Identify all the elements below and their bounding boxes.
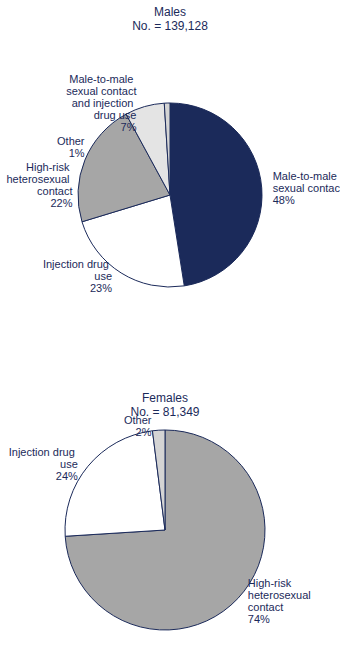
svg-text:sexual contact: sexual contact	[273, 182, 340, 194]
svg-text:and injection: and injection	[69, 97, 137, 109]
svg-text:contact: contact	[248, 601, 283, 613]
svg-text:drug use: drug use	[94, 109, 137, 121]
svg-text:74%: 74%	[248, 613, 270, 625]
svg-text:Males: Males	[154, 5, 186, 19]
svg-text:heterosexual: heterosexual	[248, 589, 314, 601]
svg-text:Male-to-male: Male-to-male	[273, 170, 340, 182]
svg-text:23%: 23%	[90, 282, 112, 294]
svg-text:heterosexual: heterosexual	[6, 173, 72, 185]
svg-text:2%: 2%	[136, 426, 152, 438]
svg-text:High-risk: High-risk	[26, 161, 72, 173]
svg-text:24%: 24%	[56, 470, 78, 482]
svg-text:No. = 139,128: No. = 139,128	[132, 19, 208, 33]
svg-text:Injection drug: Injection drug	[9, 446, 78, 458]
svg-text:7%: 7%	[121, 121, 137, 133]
svg-text:use: use	[94, 270, 112, 282]
svg-text:contact: contact	[37, 185, 72, 197]
svg-text:Females: Females	[142, 391, 188, 405]
svg-text:1%: 1%	[69, 147, 85, 159]
svg-text:High-risk: High-risk	[248, 577, 294, 589]
svg-text:Other: Other	[57, 135, 85, 147]
svg-text:No. = 81,349: No. = 81,349	[130, 405, 199, 419]
svg-text:Injection drug: Injection drug	[43, 258, 112, 270]
svg-text:sexual contact: sexual contact	[66, 85, 136, 97]
svg-text:22%: 22%	[51, 197, 73, 209]
svg-text:Male-to-male: Male-to-male	[69, 73, 136, 85]
svg-text:48%: 48%	[273, 194, 295, 206]
svg-text:use: use	[60, 458, 78, 470]
svg-text:Other: Other	[124, 414, 152, 427]
